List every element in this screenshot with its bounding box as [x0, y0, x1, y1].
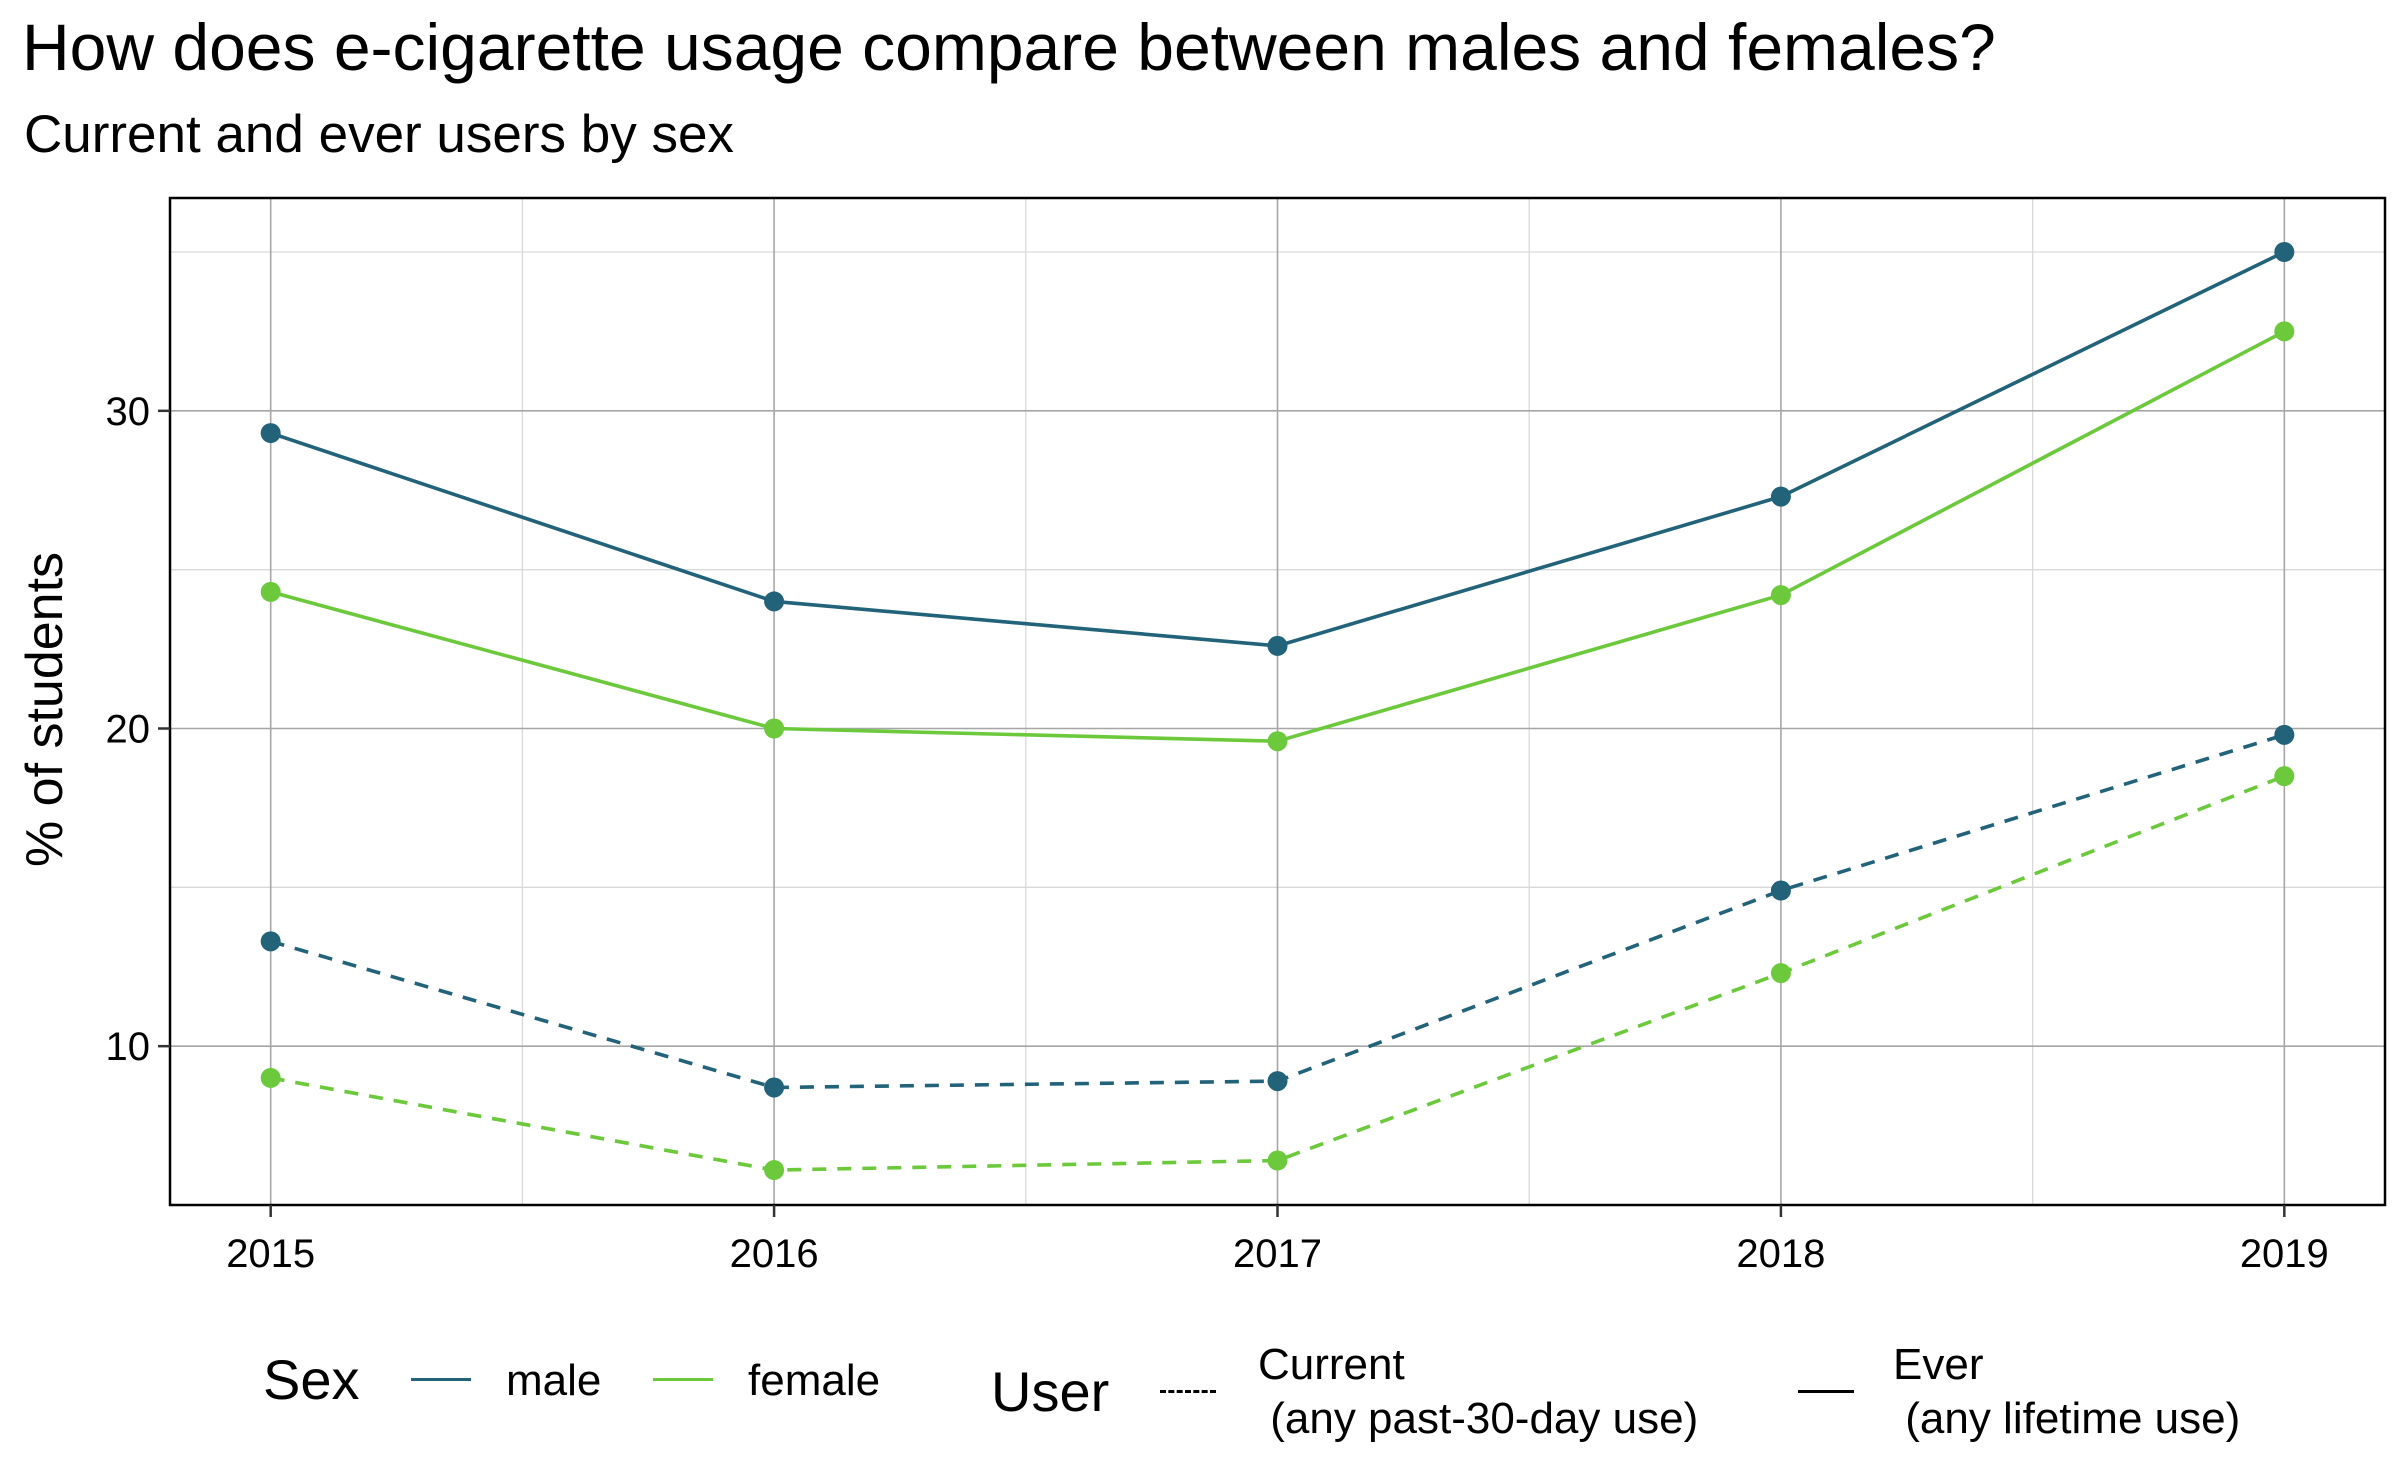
- y-axis-label: % of students: [16, 552, 74, 867]
- y-tick-label: 20: [106, 708, 151, 752]
- legend-ever-label: Ever (any lifetime use): [1893, 1338, 2240, 1445]
- y-axis: 10 20 30: [106, 390, 170, 1069]
- legend-current-line2: (any past-30-day use): [1258, 1393, 1699, 1443]
- y-tick-label: 30: [106, 390, 151, 434]
- legend-male-key: [411, 1378, 471, 1381]
- legend-current-line1: Current: [1258, 1340, 1405, 1389]
- data-point-female-current: [2274, 766, 2295, 787]
- data-point-female-ever: [2274, 321, 2295, 342]
- data-point-male-ever: [1770, 486, 1791, 507]
- series-line-female-current: [270, 774, 2285, 1172]
- data-point-female-ever: [1267, 731, 1288, 752]
- x-tick-label: 2019: [2240, 1232, 2329, 1276]
- x-tick-label: 2017: [1233, 1232, 1322, 1276]
- data-point-male-current: [260, 931, 281, 952]
- legend: Sex male female User Current (any past-3…: [0, 1320, 2400, 1480]
- legend-sex-title: Sex: [263, 1348, 360, 1411]
- series-points: [260, 242, 2295, 1181]
- data-point-female-ever: [260, 581, 281, 602]
- legend-ever-line2: (any lifetime use): [1893, 1393, 2241, 1443]
- x-tick-label: 2016: [730, 1232, 819, 1276]
- data-point-female-ever: [1770, 585, 1791, 606]
- legend-ever-key: [1798, 1390, 1854, 1393]
- x-tick-label: 2018: [1736, 1232, 1825, 1276]
- legend-current-label: Current (any past-30-day use): [1258, 1338, 1698, 1445]
- data-point-female-current: [260, 1067, 281, 1088]
- data-point-male-ever: [764, 591, 785, 612]
- data-point-female-current: [764, 1160, 785, 1181]
- data-point-male-current: [1770, 880, 1791, 901]
- chart-title: How does e-cigarette usage compare betwe…: [22, 10, 1996, 84]
- data-point-male-ever: [2274, 242, 2295, 263]
- data-point-female-ever: [764, 718, 785, 739]
- data-point-male-current: [2274, 724, 2295, 745]
- legend-ever-line1: Ever: [1893, 1340, 1984, 1389]
- data-point-male-current: [1267, 1071, 1288, 1092]
- legend-female-label: female: [748, 1356, 881, 1405]
- chart-subtitle: Current and ever users by sex: [24, 105, 734, 164]
- x-tick-label: 2015: [226, 1232, 315, 1276]
- y-tick-label: 10: [106, 1025, 151, 1069]
- x-axis: 2015 2016 2017 2018 2019: [226, 1205, 2329, 1276]
- data-point-male-current: [764, 1077, 785, 1098]
- data-point-female-current: [1770, 963, 1791, 984]
- data-point-female-current: [1267, 1150, 1288, 1171]
- legend-female-key: [653, 1378, 713, 1381]
- legend-user-title: User: [991, 1360, 1110, 1423]
- line-chart: 10 20 30 2015 2016 2017 2018 2019 % of student…: [16, 196, 2387, 1276]
- major-gridlines: [170, 198, 2385, 1205]
- legend-current-key: [1160, 1390, 1216, 1393]
- data-point-male-ever: [1267, 635, 1288, 656]
- legend-male-label: male: [506, 1356, 602, 1405]
- data-point-male-ever: [260, 423, 281, 444]
